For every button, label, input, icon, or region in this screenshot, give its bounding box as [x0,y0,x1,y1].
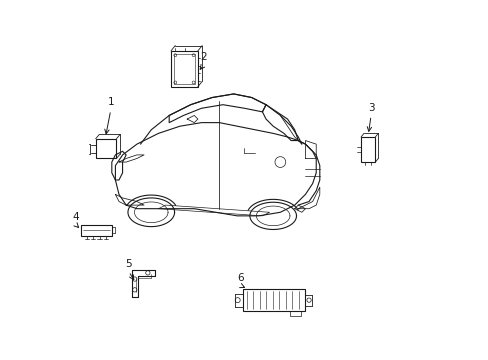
Text: 6: 6 [237,273,244,283]
Bar [289,311,301,316]
Bar [96,139,116,158]
Bar [81,225,112,235]
Bar [242,289,305,311]
Bar [174,54,195,84]
Text: 5: 5 [125,258,132,269]
Bar [171,51,198,87]
Bar [360,137,375,162]
Text: 3: 3 [367,103,374,113]
Text: 1: 1 [107,97,114,107]
Text: 4: 4 [73,212,79,222]
Text: 2: 2 [200,52,206,62]
